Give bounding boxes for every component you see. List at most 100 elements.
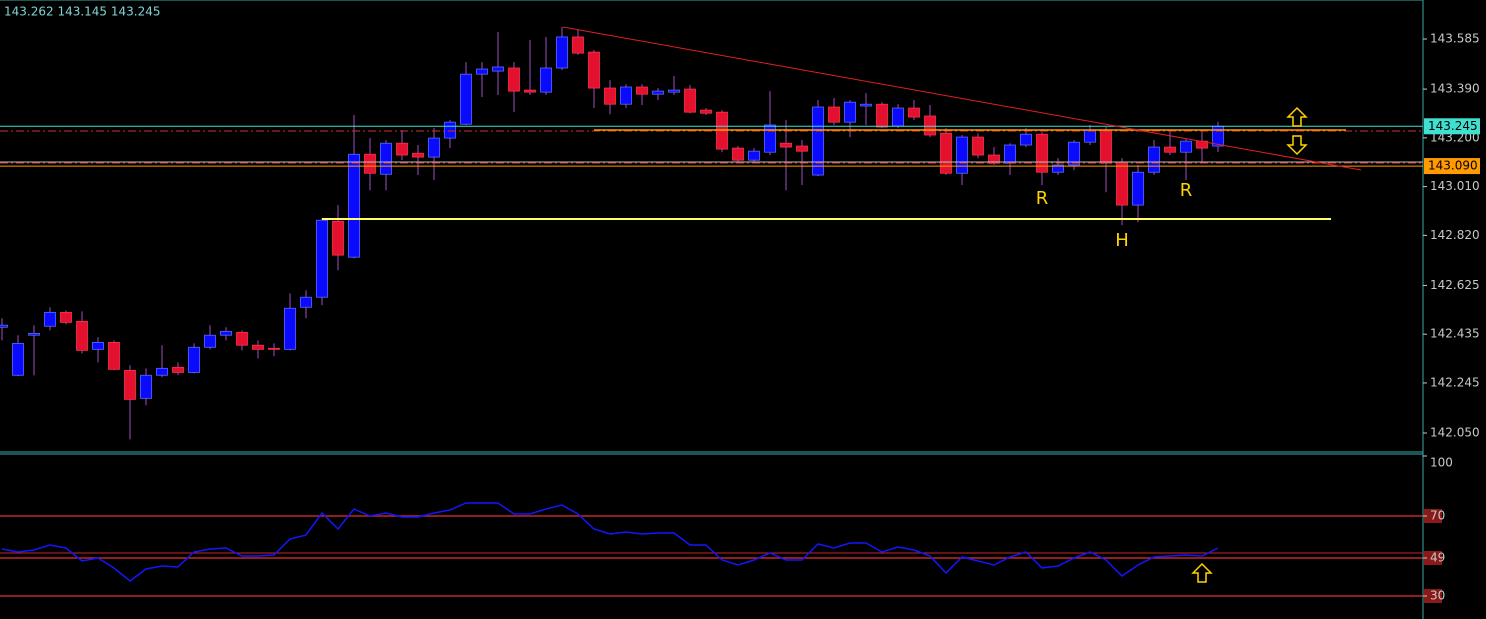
candle-body [620, 86, 632, 105]
arrow-up [1191, 562, 1213, 583]
annotation: R [1180, 180, 1193, 201]
candle-body [1036, 133, 1048, 173]
candle-body [1068, 141, 1080, 166]
candle-body [812, 106, 824, 176]
y-tick-label: 70 [1430, 509, 1445, 523]
candle-body [652, 90, 664, 95]
candle-body [1164, 146, 1176, 153]
y-tick-label: 30 [1430, 589, 1445, 603]
candle-body [268, 347, 280, 350]
y-tick-label: 142.245 [1430, 375, 1480, 389]
y-tick-label: 143.585 [1430, 32, 1480, 46]
arrow-up [1286, 106, 1308, 127]
candle-body [764, 124, 776, 153]
candle-body [140, 374, 152, 399]
candle-body [252, 344, 264, 350]
candle-body [60, 311, 72, 323]
y-tick-label: 143.390 [1430, 82, 1480, 96]
candle-body [1020, 133, 1032, 146]
candle-body [876, 103, 888, 128]
candle-body [1116, 161, 1128, 206]
candle-body [796, 145, 808, 152]
candle-body [1100, 129, 1112, 164]
candle-body [1148, 146, 1160, 173]
candle-body [300, 296, 312, 308]
candle-body [556, 36, 568, 69]
y-tick-label: 142.625 [1430, 278, 1480, 292]
candle-body [412, 152, 424, 158]
trend-line [562, 26, 1362, 171]
candle-body [1084, 129, 1096, 143]
candle-body [156, 367, 168, 376]
candle-body [396, 142, 408, 156]
candle-body [700, 109, 712, 114]
candle-body [844, 101, 856, 123]
candle-body [428, 137, 440, 158]
candle-body [236, 331, 248, 346]
annotation: H [1115, 230, 1129, 251]
candle-body [348, 153, 360, 258]
arrow-down [1286, 135, 1308, 156]
candle-body [508, 67, 520, 92]
candle-body [572, 36, 584, 54]
y-tick-label: 100 [1430, 456, 1453, 470]
y-tick-label: 142.435 [1430, 327, 1480, 341]
candle-body [940, 132, 952, 174]
candle-body [284, 307, 296, 350]
candle-body [668, 89, 680, 93]
y-tick-label: 142.820 [1430, 228, 1480, 242]
candle-body [1004, 144, 1016, 164]
y-tick-label: 142.050 [1430, 426, 1480, 440]
candle-body [28, 333, 40, 336]
level-tag [1424, 509, 1442, 523]
candle-body [220, 330, 232, 336]
candle-body [492, 66, 504, 72]
candle-body [908, 107, 920, 118]
candle-body [684, 88, 696, 113]
candle-body [828, 106, 840, 123]
candle-body [460, 73, 472, 125]
annotation: R [1036, 188, 1049, 209]
candle-body [732, 147, 744, 161]
candle-body [380, 142, 392, 175]
price-tag [1424, 118, 1480, 135]
candle-body [588, 51, 600, 89]
candle-body [956, 136, 968, 174]
candle-body [44, 311, 56, 327]
candle-body [444, 121, 456, 139]
candle-body [476, 68, 488, 75]
candle-body [92, 342, 104, 350]
candle-body [172, 366, 184, 373]
price-tag-label: 143.090 [1428, 159, 1478, 173]
price-tag [1424, 158, 1480, 175]
candle-body [124, 369, 136, 400]
candle-body [188, 346, 200, 373]
y-tick-label: 49 [1430, 551, 1445, 565]
candle-body [1132, 171, 1144, 206]
price-tag-label: 143.245 [1428, 119, 1478, 133]
candle-body [540, 67, 552, 93]
candle-body [204, 334, 216, 348]
candle-body [924, 115, 936, 136]
candle-body [12, 343, 24, 376]
candle-body [0, 324, 8, 328]
rsi-panel: 100 70 49 30 [0, 455, 1453, 603]
level-tag [1424, 551, 1442, 565]
rsi-line [1, 502, 1219, 582]
y-tick-label: 143.010 [1430, 179, 1480, 193]
candle-body [316, 219, 328, 298]
candle-body [524, 89, 536, 93]
candle-body [780, 142, 792, 148]
candle-body [108, 342, 120, 370]
candle-body [860, 103, 872, 107]
candle-body [604, 87, 616, 105]
candle-body [972, 136, 984, 156]
candle-body [76, 320, 88, 351]
candle-body [1180, 140, 1192, 153]
candle-body [1052, 164, 1064, 173]
candle-body [1212, 125, 1224, 147]
candle-body [892, 107, 904, 127]
level-tag [1424, 589, 1442, 603]
